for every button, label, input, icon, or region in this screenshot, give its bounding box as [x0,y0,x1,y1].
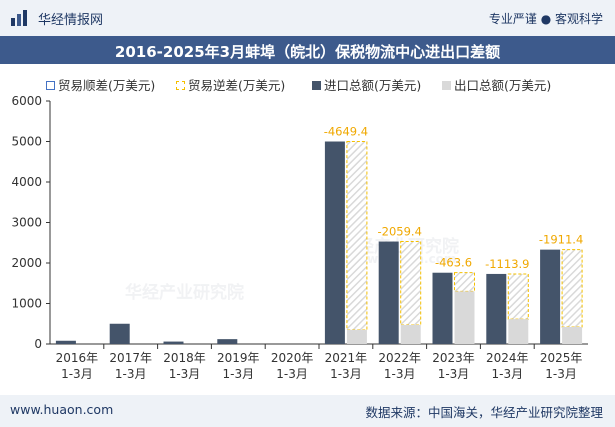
legend: 贸易顺差(万美元) 贸易逆差(万美元) 进口总额(万美元) 出口总额(万美元) [0,75,615,93]
brand-name: 华经情报网 [38,13,104,28]
legend-swatch-1 [176,81,185,90]
deficit-bar-7 [454,272,475,292]
header-bar [0,0,615,36]
y-tick-label-2: 2000 [11,256,42,270]
legend-label-2: 进口总额(万美元) [324,78,422,93]
x-label-period-2: 1-3月 [169,367,201,381]
x-label-year-7: 2023年 [432,351,475,365]
legend-label-0: 贸易顺差(万美元) [58,78,156,93]
import-bar-6 [378,241,399,344]
legend-label-1: 贸易逆差(万美元) [188,78,286,93]
import-bar-9 [540,249,561,344]
x-label-year-8: 2024年 [486,351,529,365]
footer-bar [0,395,615,427]
data-label-9: -1911.4 [539,233,583,247]
legend-item-1: 贸易逆差(万美元) [176,75,285,94]
x-label-year-2: 2018年 [163,351,206,365]
y-tick-label-0: 0 [34,337,42,351]
data-label-5: -4649.4 [324,125,368,139]
legend-swatch-3 [442,81,451,90]
data-label-8: -1113.9 [485,257,529,271]
export-bar-7 [454,291,475,344]
x-label-period-5: 1-3月 [330,367,362,381]
export-bar-9 [562,326,583,344]
import-bar-8 [486,273,507,344]
x-label-period-3: 1-3月 [222,367,254,381]
y-tick-label-6: 6000 [11,95,42,108]
x-label-year-5: 2021年 [325,351,368,365]
x-label-period-0: 1-3月 [61,367,93,381]
deficit-bar-9 [561,249,583,328]
x-label-year-9: 2025年 [540,351,583,365]
x-label-period-7: 1-3月 [438,367,470,381]
import-bar-5 [324,141,345,344]
footer-site: www.huaon.com [10,402,114,417]
x-label-year-3: 2019年 [217,351,260,365]
watermark-text-2: 华经产业研究院 [125,283,244,303]
legend-item-0: 贸易顺差(万美元) [46,75,155,94]
deficit-bar-8 [507,273,529,320]
legend-swatch-0 [46,81,55,90]
data-label-6: -2059.4 [378,225,422,239]
footer-source: 数据来源：中国海关，华经产业研究院整理 [365,405,603,420]
import-bar-7 [432,272,453,344]
chart-plot: 0 1000 2000 3000 4000 5000 6000 2016年 1-3月 2017年 1… [11,95,588,381]
title-bar [0,36,615,64]
import-bar-1 [109,323,130,344]
y-tick-label-4: 4000 [11,175,42,189]
export-bar-6 [400,324,421,344]
x-label-period-4: 1-3月 [276,367,308,381]
y-tick-label-1: 1000 [11,297,42,311]
x-label-period-1: 1-3月 [115,367,147,381]
watermark-text: 华经产业研究院 [340,237,459,257]
legend-label-3: 出口总额(万美元) [454,78,552,93]
legend-item-2: 进口总额(万美元) [312,75,421,94]
x-label-period-9: 1-3月 [545,367,577,381]
x-label-year-1: 2017年 [109,351,152,365]
import-bar-2 [163,341,184,344]
y-tick-label-3: 3000 [11,216,42,230]
import-bar-0 [55,340,76,344]
data-label-7: -463.6 [435,256,472,270]
chart-title: 2016-2025年3月蚌埠（皖北）保税物流中心进出口差额 [114,43,501,61]
import-bar-3 [217,339,238,344]
y-tick-label-5: 5000 [11,135,42,149]
export-bar-5 [346,329,367,344]
deficit-bar-5 [346,141,368,331]
x-label-year-6: 2022年 [378,351,421,365]
x-label-year-0: 2016年 [56,351,99,365]
x-label-year-4: 2020年 [271,351,314,365]
deficit-bar-6 [400,241,422,326]
legend-item-3: 出口总额(万美元) [442,75,551,94]
x-label-period-8: 1-3月 [491,367,523,381]
brand-logo-icon [11,10,27,26]
legend-swatch-2 [312,81,321,90]
export-bar-8 [508,319,529,344]
header-slogan: 专业严谨 ● 客观科学 [488,12,603,26]
x-label-period-6: 1-3月 [384,367,416,381]
